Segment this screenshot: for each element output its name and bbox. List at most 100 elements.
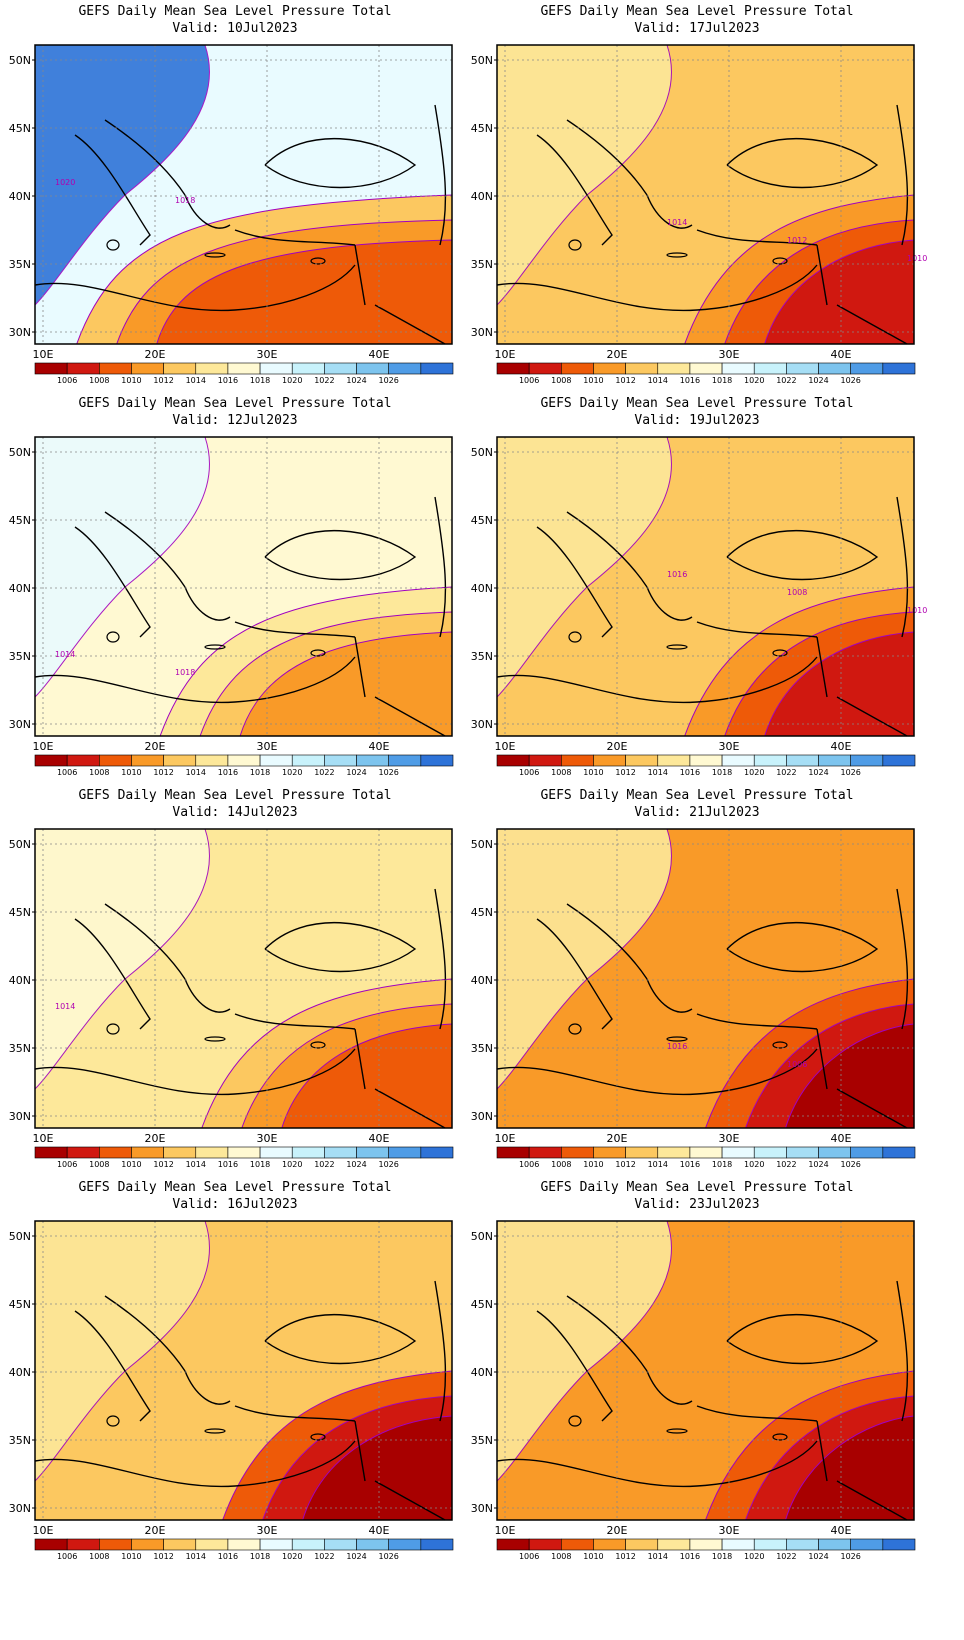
coastline — [184, 978, 231, 1013]
colorbar-segment — [291, 1538, 325, 1551]
colorbar-segment — [163, 754, 197, 767]
coastline — [264, 530, 417, 581]
contour-label: 1014 — [55, 1002, 75, 1011]
colorbar-tick-label: 1016 — [218, 768, 238, 777]
coastline — [354, 244, 366, 306]
colorbar-tick-label: 1008 — [89, 1552, 109, 1561]
coastline — [816, 1028, 828, 1090]
lat-label: 50N — [9, 446, 31, 459]
colorbar: 1006 1008 1010 1012 1014 1016 1018 1020 1022 1024… — [34, 1146, 454, 1169]
valid-prefix: Valid: — [634, 413, 682, 428]
colorbar-segment — [131, 754, 164, 767]
valid-date: Valid: 23Jul2023 — [462, 1197, 932, 1213]
colorbar-segment — [324, 362, 357, 375]
lat-label: 45N — [9, 906, 31, 919]
colorbar-tick-label: 1024 — [346, 1552, 366, 1561]
colorbar-tick-label: 1008 — [89, 376, 109, 385]
map-title: GEFS Daily Mean Sea Level Pressure Total — [540, 4, 854, 19]
valid-prefix: Valid: — [172, 1197, 220, 1212]
valid-date-value: 10Jul2023 — [227, 21, 298, 36]
coastline — [696, 229, 818, 246]
contour-label: 1016 — [667, 1042, 687, 1051]
colorbar-tick-label: 1024 — [808, 376, 828, 385]
contour-label: 1012 — [787, 236, 807, 245]
pressure-field — [34, 436, 453, 737]
isobar-band — [496, 828, 672, 1091]
colorbar-segment — [721, 1146, 755, 1159]
colorbar-tick-label: 1010 — [583, 1552, 603, 1561]
map-frame — [34, 44, 453, 345]
valid-date: Valid: 16Jul2023 — [0, 1197, 470, 1213]
lat-label: 40N — [471, 1366, 493, 1379]
colorbar-tick-label: 1026 — [841, 376, 861, 385]
colorbar-tick-label: 1016 — [680, 1160, 700, 1169]
colorbar-segment — [34, 362, 68, 375]
colorbar-tick-label: 1024 — [346, 1160, 366, 1169]
colorbar-tick-label: 1010 — [583, 376, 603, 385]
colorbar-segment — [721, 1538, 755, 1551]
lat-label: 35N — [9, 258, 31, 271]
colorbar-tick-label: 1006 — [57, 1160, 77, 1169]
coastline — [434, 1280, 447, 1422]
colorbar-segment — [561, 362, 594, 375]
colorbar-segment — [34, 754, 68, 767]
colorbar: 1006 1008 1010 1012 1014 1016 1018 1020 1022 1024… — [496, 1146, 916, 1169]
lat-label: 45N — [9, 514, 31, 527]
coastline — [234, 1013, 356, 1030]
colorbar-segment — [420, 754, 454, 767]
coastline — [896, 496, 909, 638]
coastline — [104, 119, 186, 196]
lat-label: 50N — [471, 1230, 493, 1243]
island — [204, 644, 226, 650]
island — [772, 257, 788, 265]
valid-date: Valid: 14Jul2023 — [0, 805, 470, 821]
colorbar-tick-label: 1016 — [680, 768, 700, 777]
colorbar-segment — [99, 362, 132, 375]
colorbar-segment — [356, 1146, 389, 1159]
lat-label: 40N — [9, 582, 31, 595]
colorbar-segment — [163, 1146, 197, 1159]
coastline — [434, 888, 447, 1030]
colorbar: 1006 1008 1010 1012 1014 1016 1018 1020 1022 1024… — [34, 754, 454, 777]
lat-label: 40N — [9, 190, 31, 203]
lon-label: 30E — [257, 740, 278, 753]
lon-label: 40E — [831, 1132, 852, 1145]
coastlines — [496, 1280, 909, 1521]
colorbar-segment — [625, 362, 659, 375]
island — [310, 1041, 326, 1049]
map-frame — [34, 828, 453, 1129]
colorbar-tick-label: 1016 — [218, 1160, 238, 1169]
coastline — [34, 264, 356, 312]
colorbar-tick-label: 1022 — [314, 1160, 334, 1169]
island — [106, 239, 120, 251]
lon-label: 40E — [831, 1524, 852, 1537]
colorbar-tick-label: 1026 — [841, 1160, 861, 1169]
island — [204, 252, 226, 258]
island — [568, 1023, 582, 1035]
colorbar-tick-label: 1012 — [153, 376, 173, 385]
coastline — [74, 526, 151, 638]
lon-label: 20E — [145, 348, 166, 361]
colorbar-tick-label: 1012 — [615, 768, 635, 777]
colorbar-tick-label: 1026 — [841, 768, 861, 777]
colorbar-segment — [227, 1146, 261, 1159]
colorbar-segment — [195, 362, 229, 375]
coastline — [696, 1013, 818, 1030]
colorbar-segment — [689, 754, 723, 767]
colorbar-tick-label: 1024 — [808, 1552, 828, 1561]
island — [310, 649, 326, 657]
colorbar-tick-label: 1014 — [648, 1160, 668, 1169]
coastlines — [496, 888, 909, 1129]
colorbar-segment — [882, 1538, 916, 1551]
colorbar-segment — [818, 1146, 851, 1159]
pressure-field — [496, 1220, 915, 1521]
colorbar-tick-label: 1010 — [121, 768, 141, 777]
colorbar-segment — [786, 754, 819, 767]
island — [568, 631, 582, 643]
colorbar-segment — [850, 754, 884, 767]
